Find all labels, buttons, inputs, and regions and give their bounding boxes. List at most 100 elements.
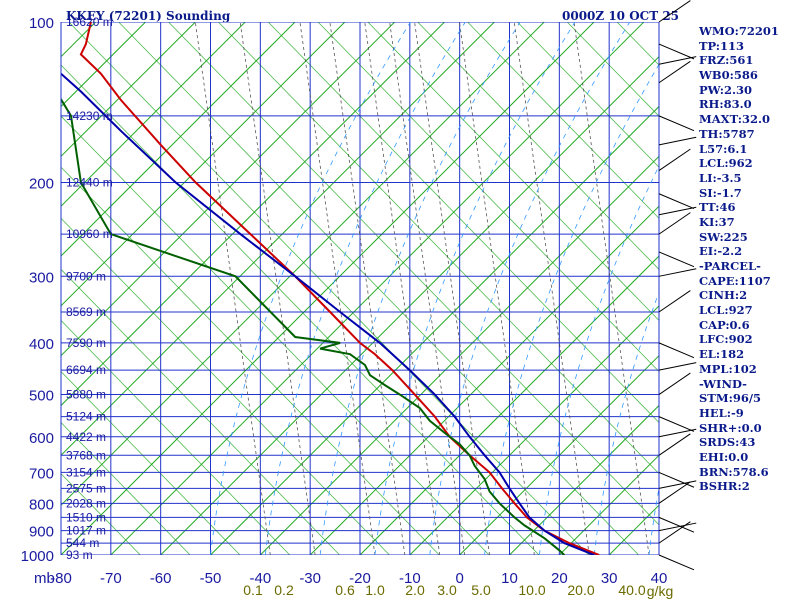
isotherm-line	[61, 22, 396, 357]
height-label: 3154 m	[66, 465, 106, 479]
wind-barb	[658, 56, 697, 65]
pressure-tick-label: 800	[29, 496, 54, 513]
moist-adiabat-line	[593, 291, 659, 555]
temperature-tick-label: -80	[50, 570, 72, 587]
wind-barb	[658, 251, 695, 268]
index-item: MAXT:32.0	[699, 112, 770, 127]
wind-barb	[658, 362, 697, 371]
dry-adiabat-line	[61, 217, 390, 555]
dry-adiabat-line	[61, 115, 490, 555]
wind-barb	[658, 481, 691, 504]
height-label: 544 m	[66, 536, 99, 550]
isotherm-line	[61, 22, 595, 555]
isotherm-line	[61, 22, 445, 407]
wind-barb	[658, 433, 691, 456]
height-label: 2028 m	[66, 496, 106, 510]
height-label: 2575 m	[66, 481, 106, 495]
index-item: WMO:72201	[699, 24, 779, 38]
height-label: 8569 m	[66, 305, 106, 319]
index-item: LFC:902	[699, 332, 753, 347]
dry-adiabat-line	[68, 22, 590, 555]
mixing-ratio-line	[194, 22, 271, 555]
isotherm-line	[459, 354, 659, 555]
wind-barb	[658, 60, 691, 84]
dry-adiabat-line	[61, 319, 291, 555]
dry-adiabat-line	[367, 22, 659, 322]
dry-adiabat-line	[168, 22, 659, 526]
pressure-tick-label: 100	[29, 15, 54, 32]
temperature-tick-label: -40	[249, 570, 271, 587]
mixing-ratio-label: 0.1	[243, 582, 263, 598]
index-item: BSHR:2	[699, 479, 750, 494]
height-label: 5880 m	[66, 388, 106, 402]
pressure-tick-label: 500	[29, 388, 54, 405]
y-axis-label: mb	[34, 570, 55, 587]
isotherm-line	[359, 255, 659, 555]
index-item: FRZ:561	[699, 53, 754, 68]
index-item: -PARCEL-	[699, 259, 761, 273]
dry-adiabat-line	[61, 422, 191, 555]
pressure-tick-label: 400	[29, 336, 54, 353]
isotherm-line	[61, 22, 545, 506]
index-item: PW:2.30	[699, 82, 753, 97]
dry-adiabat-line	[61, 166, 440, 555]
temperature-tick-label: -20	[349, 570, 371, 587]
wind-barb	[658, 136, 697, 146]
dry-adiabat-line	[317, 22, 659, 373]
dry-adiabat-line	[118, 22, 639, 555]
index-item: HEL:-9	[699, 405, 744, 420]
index-item: CAP:0.6	[699, 317, 750, 332]
mixing-ratio-line	[329, 22, 406, 555]
isotherm-line	[558, 454, 659, 555]
index-item: STM:96/5	[699, 391, 762, 406]
chart-title: KKEY (72201) Sounding	[66, 9, 231, 23]
index-item: EI:-2.2	[699, 244, 743, 259]
height-label: 93 m	[66, 548, 93, 562]
isotherm-line	[259, 155, 659, 555]
isotherm-line	[409, 305, 659, 555]
moist-adiabat-line	[374, 22, 576, 555]
mixing-ratio-label: 5.0	[471, 582, 491, 598]
wind-barb	[658, 480, 697, 489]
isotherm-line	[61, 22, 346, 307]
mixing-ratio-label: 40.0	[618, 582, 645, 598]
wind-barb	[658, 0, 691, 23]
parcel-path-line	[61, 72, 595, 555]
height-label: 6694 m	[66, 363, 106, 377]
moist-adiabat-line	[539, 165, 659, 555]
mixing-ratio-label: 10.0	[518, 582, 545, 598]
chart-subtitle: 0000Z 10 OCT 25	[562, 9, 680, 23]
temperature-tick-label: 30	[601, 570, 618, 587]
height-label: 9700 m	[66, 269, 106, 283]
dry-adiabat-line	[566, 22, 659, 117]
index-item: SI:-1.7	[699, 185, 742, 200]
pressure-tick-label: 200	[29, 175, 54, 192]
temperature-tick-label: -50	[200, 570, 222, 587]
temperature-tick-label: 20	[551, 570, 568, 587]
dry-adiabat-line	[267, 22, 659, 424]
temperature-tick-label: -10	[399, 570, 421, 587]
moist-adiabat-line	[264, 22, 466, 555]
index-item: RH:83.0	[699, 97, 752, 112]
isotherm-line	[61, 22, 196, 158]
index-item: L57:6.1	[699, 141, 748, 156]
temperature-tick-label: -70	[100, 570, 122, 587]
dry-adiabat-line	[61, 64, 540, 555]
temperature-tick-label: -30	[299, 570, 321, 587]
wind-barb	[658, 43, 695, 60]
wind-barb	[658, 372, 691, 395]
height-label: 10960 m	[66, 227, 113, 241]
height-label: 14230 m	[66, 109, 113, 123]
mixing-ratio-label: 0.2	[274, 582, 294, 598]
isotherm-line	[509, 404, 659, 555]
dry-adiabat-line	[467, 22, 659, 219]
isotherm-line	[160, 55, 659, 555]
wind-barb	[658, 290, 691, 313]
index-item: EL:182	[699, 347, 745, 362]
wind-barb	[658, 212, 691, 235]
height-label: 1510 m	[66, 510, 106, 524]
moist-adiabat-line	[210, 22, 411, 555]
temperature-tick-label: -60	[150, 570, 172, 587]
moist-adiabat-line	[319, 22, 521, 555]
wind-barb	[658, 522, 697, 532]
